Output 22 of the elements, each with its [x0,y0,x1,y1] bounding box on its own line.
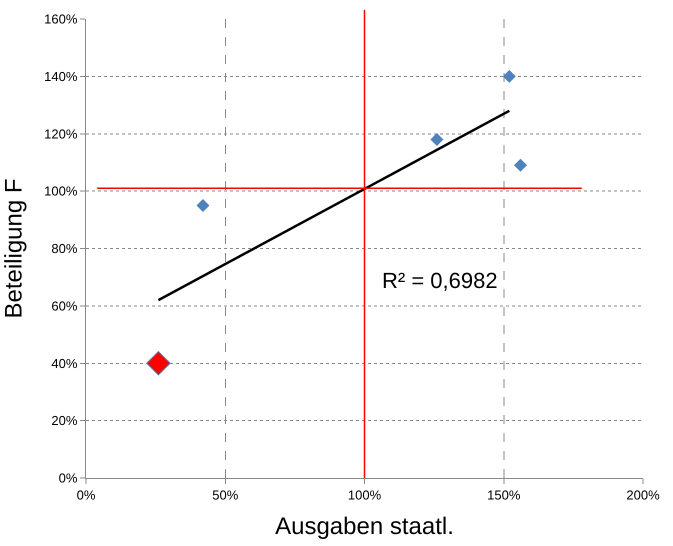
x-axis-title: Ausgaben staatl. [275,512,454,540]
y-tick-label: 140% [44,68,78,84]
x-tick-label: 200% [626,488,660,503]
y-tick-label: 20% [51,413,78,428]
y-axis-title: Beteiligung F [0,178,28,319]
y-tick-label: 120% [44,126,78,142]
point [196,198,210,212]
y-tick-label: 0% [58,470,78,486]
y-tick-label: 80% [51,241,78,256]
y-tick-label: 160% [44,12,78,27]
y-tick-label: 40% [51,356,78,371]
point [146,351,171,376]
x-tick-label: 0% [76,488,96,503]
annotation: R² = 0,6982 [382,268,498,293]
point [514,158,527,172]
point [430,132,444,146]
y-tick-label: 100% [44,184,78,199]
x-tick-label: 100% [348,488,382,503]
x-tick-label: 150% [487,488,521,503]
x-tick-label: 50% [212,488,239,503]
y-tick-label: 60% [51,298,78,314]
point [502,70,516,83]
